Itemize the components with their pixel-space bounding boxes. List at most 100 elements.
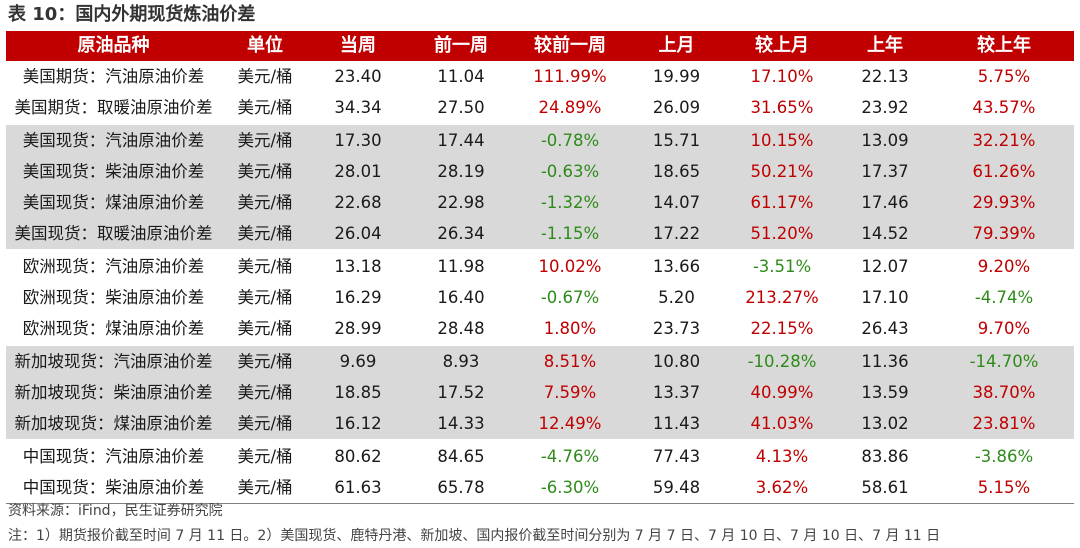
unit-cell: 美元/桶 — [237, 98, 293, 117]
vs-prev-week-cell: 8.51% — [543, 352, 597, 371]
this-week-cell: 22.68 — [334, 193, 382, 212]
vs-prev-week-cell: 111.99% — [533, 67, 607, 86]
this-week-cell: 16.12 — [334, 414, 382, 433]
table-row: 美国现货：柴油原油价差 美元/桶 28.01 28.19 -0.63% 18.65 50.2… — [6, 156, 1074, 187]
vs-prev-week-cell: -0.63% — [540, 162, 600, 181]
unit-cell: 美元/桶 — [237, 162, 293, 181]
last-year-cell: 17.10 — [861, 288, 909, 307]
table-row: 新加坡现货：煤油原油价差 美元/桶 16.12 14.33 12.49% 11.43 41.… — [6, 408, 1074, 439]
product-cell: 欧洲现货：汽油原油价差 — [22, 257, 205, 276]
this-week-cell: 28.01 — [334, 162, 382, 181]
last-month-cell: 13.37 — [652, 383, 701, 402]
vs-last-year-cell: 23.81% — [972, 414, 1036, 433]
table-row: 美国期货：汽油原油价差 美元/桶 23.40 11.04 111.99% 19.99 17.… — [6, 61, 1074, 92]
prev-week-cell: 14.33 — [437, 414, 485, 433]
vs-last-year-cell: 61.26% — [972, 162, 1036, 181]
vs-prev-week-cell: -0.67% — [540, 288, 600, 307]
vs-last-month-cell: 4.13% — [755, 447, 809, 466]
product-cell: 美国现货：汽油原油价差 — [22, 131, 205, 150]
table-row: 中国现货：柴油原油价差 美元/桶 61.63 65.78 -6.30% 59.48 3.62… — [6, 472, 1074, 504]
source-note: 资料来源：iFind，民生证券研究院 — [8, 503, 223, 519]
prev-week-cell: 17.52 — [437, 383, 485, 402]
this-week-cell: 9.69 — [339, 352, 377, 371]
vs-last-month-cell: 17.10% — [750, 67, 814, 86]
vs-prev-week-cell: 1.80% — [543, 319, 597, 338]
last-year-cell: 58.61 — [861, 478, 909, 497]
table-row: 美国期货：取暖油原油价差 美元/桶 34.34 27.50 24.89% 26.09 31.… — [6, 92, 1074, 123]
this-week-cell: 28.99 — [334, 319, 382, 338]
table-row: 美国现货：取暖油原油价差 美元/桶 26.04 26.34 -1.15% 17.22 51.… — [6, 218, 1074, 249]
last-month-cell: 11.43 — [652, 414, 701, 433]
table-row: 欧洲现货：柴油原油价差 美元/桶 16.29 16.40 -0.67% 5.20 213.2… — [6, 282, 1074, 313]
this-week-cell: 18.85 — [334, 383, 382, 402]
last-year-cell: 22.13 — [861, 67, 909, 86]
unit-cell: 美元/桶 — [237, 414, 293, 433]
col-header-last-year: 上年 — [867, 35, 903, 56]
table-row: 欧洲现货：煤油原油价差 美元/桶 28.99 28.48 1.80% 23.73 22.15… — [6, 313, 1074, 344]
this-week-cell: 13.18 — [334, 257, 382, 276]
vs-prev-week-cell: 24.89% — [538, 98, 602, 117]
vs-last-year-cell: 43.57% — [972, 98, 1036, 117]
vs-last-month-cell: 10.15% — [750, 131, 814, 150]
vs-last-year-cell: 29.93% — [972, 193, 1036, 212]
last-month-cell: 77.43 — [652, 447, 701, 466]
unit-cell: 美元/桶 — [237, 224, 293, 243]
this-week-cell: 34.34 — [334, 98, 382, 117]
footnote: 注：1）期货报价截至时间 7 月 11 日。2）美国现货、鹿特丹港、新加坡、国内… — [8, 528, 941, 544]
unit-cell: 美元/桶 — [237, 478, 293, 497]
unit-cell: 美元/桶 — [237, 193, 293, 212]
product-cell: 中国现货：汽油原油价差 — [22, 447, 205, 466]
unit-cell: 美元/桶 — [237, 288, 293, 307]
unit-cell: 美元/桶 — [237, 319, 293, 338]
last-year-cell: 83.86 — [861, 447, 909, 466]
last-month-cell: 10.80 — [652, 352, 701, 371]
last-month-cell: 59.48 — [652, 478, 701, 497]
prev-week-cell: 8.93 — [442, 352, 480, 371]
vs-last-year-cell: 38.70% — [972, 383, 1036, 402]
prev-week-cell: 11.04 — [437, 67, 485, 86]
product-cell: 美国现货：煤油原油价差 — [22, 193, 205, 212]
product-cell: 欧洲现货：煤油原油价差 — [22, 319, 205, 338]
table-row: 欧洲现货：汽油原油价差 美元/桶 13.18 11.98 10.02% 13.66 -3.5… — [6, 249, 1074, 282]
this-week-cell: 23.40 — [334, 67, 382, 86]
last-month-cell: 17.22 — [652, 224, 701, 243]
product-cell: 欧洲现货：柴油原油价差 — [22, 288, 205, 307]
vs-last-month-cell: 31.65% — [750, 98, 814, 117]
vs-last-month-cell: 51.20% — [750, 224, 814, 243]
last-month-cell: 18.65 — [652, 162, 701, 181]
prev-week-cell: 65.78 — [437, 478, 485, 497]
last-year-cell: 11.36 — [861, 352, 909, 371]
prev-week-cell: 27.50 — [437, 98, 485, 117]
vs-last-year-cell: 32.21% — [972, 131, 1036, 150]
vs-prev-week-cell: -1.15% — [540, 224, 600, 243]
this-week-cell: 61.63 — [334, 478, 382, 497]
prev-week-cell: 22.98 — [437, 193, 485, 212]
col-header-unit: 单位 — [247, 35, 283, 56]
last-month-cell: 5.20 — [658, 288, 695, 307]
vs-last-year-cell: 9.20% — [977, 257, 1031, 276]
vs-prev-week-cell: -6.30% — [540, 478, 600, 497]
product-cell: 中国现货：柴油原油价差 — [22, 478, 205, 497]
this-week-cell: 16.29 — [334, 288, 382, 307]
vs-prev-week-cell: 7.59% — [543, 383, 597, 402]
table-row: 美国现货：汽油原油价差 美元/桶 17.30 17.44 -0.78% 15.71 10.1… — [6, 123, 1074, 156]
product-cell: 新加坡现货：柴油原油价差 — [14, 383, 213, 402]
last-month-cell: 13.66 — [652, 257, 701, 276]
vs-prev-week-cell: -0.78% — [540, 131, 600, 150]
col-header-vs-prev-week: 较前一周 — [534, 35, 606, 56]
prev-week-cell: 16.40 — [437, 288, 485, 307]
last-month-cell: 15.71 — [652, 131, 701, 150]
col-header-vs-last-month: 较上月 — [755, 35, 809, 56]
table-title: 表 10：国内外期现货炼油价差 — [8, 4, 256, 25]
last-year-cell: 12.07 — [861, 257, 909, 276]
prev-week-cell: 84.65 — [437, 447, 485, 466]
this-week-cell: 26.04 — [334, 224, 382, 243]
last-month-cell: 19.99 — [652, 67, 701, 86]
table-body: 美国期货：汽油原油价差 美元/桶 23.40 11.04 111.99% 19.99 17.… — [6, 61, 1074, 504]
col-header-this-week: 当周 — [340, 35, 376, 56]
table-row: 中国现货：汽油原油价差 美元/桶 80.62 84.65 -4.76% 77.43 4.13… — [6, 439, 1074, 472]
last-year-cell: 14.52 — [861, 224, 909, 243]
prev-week-cell: 28.48 — [437, 319, 485, 338]
last-month-cell: 23.73 — [652, 319, 701, 338]
table-row: 美国现货：煤油原油价差 美元/桶 22.68 22.98 -1.32% 14.07 61.1… — [6, 187, 1074, 218]
